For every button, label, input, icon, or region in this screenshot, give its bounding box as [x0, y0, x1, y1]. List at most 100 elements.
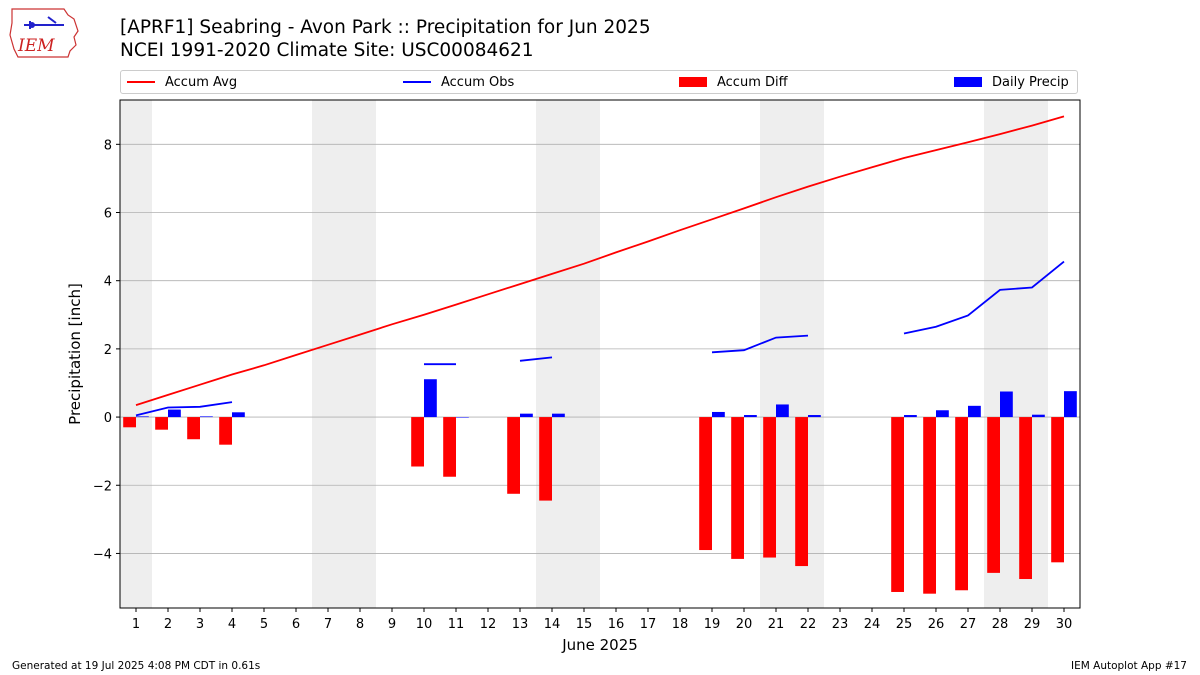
legend-label-accum-diff: Accum Diff: [717, 74, 788, 90]
legend-label-daily-precip: Daily Precip: [992, 74, 1069, 90]
x-tick-label: 28: [992, 617, 1009, 632]
x-tick-label: 13: [512, 617, 529, 632]
legend-item-accum-obs: Accum Obs: [403, 71, 514, 93]
accum-diff-bar: [507, 417, 520, 494]
accum-obs-line: [903, 260, 1065, 335]
legend-item-accum-diff: Accum Diff: [679, 71, 788, 93]
legend-swatch-accum-diff: [679, 77, 707, 87]
daily-precip-bar: [1000, 391, 1013, 418]
daily-precip-bar: [712, 411, 725, 418]
x-tick-label: 23: [832, 617, 849, 632]
iem-logo: IEM: [9, 8, 79, 58]
y-tick-label: −4: [93, 547, 112, 562]
legend-item-daily-precip: Daily Precip: [954, 71, 1069, 93]
daily-precip-bar: [168, 409, 181, 418]
daily-precip-bar: [456, 417, 469, 418]
y-tick-label: 4: [104, 275, 112, 290]
y-tick-label: 2: [104, 343, 112, 358]
x-tick-label: 18: [672, 617, 689, 632]
chart-legend: Accum Avg Accum Obs Accum Diff Daily Pre…: [120, 70, 1078, 94]
x-tick-label: 16: [608, 617, 625, 632]
accum-diff-bar: [955, 417, 968, 591]
daily-precip-bar: [1064, 391, 1077, 418]
x-tick-label: 20: [736, 617, 753, 632]
x-tick-label: 29: [1024, 617, 1041, 632]
daily-precip-bar: [776, 404, 789, 418]
accum-diff-bar: [443, 417, 456, 477]
daily-precip-bar: [520, 413, 533, 418]
accum-obs-line: [135, 401, 233, 417]
weekend-shade: [120, 100, 152, 608]
x-tick-label: 24: [864, 617, 881, 632]
x-tick-label: 22: [800, 617, 817, 632]
accum-diff-bar: [731, 417, 744, 559]
y-tick-label: −2: [93, 479, 112, 494]
footer-app: IEM Autoplot App #17: [1071, 660, 1187, 672]
legend-swatch-accum-avg: [127, 81, 155, 83]
daily-precip-bar: [1032, 414, 1045, 418]
accum-diff-bar: [1051, 417, 1064, 563]
accum-diff-bar: [699, 417, 712, 551]
y-axis-label: Precipitation [inch]: [66, 283, 84, 425]
footer-generated: Generated at 19 Jul 2025 4:08 PM CDT in …: [12, 660, 261, 672]
x-tick-label: 3: [196, 617, 204, 632]
legend-label-accum-obs: Accum Obs: [441, 74, 515, 90]
x-tick-label: 25: [896, 617, 913, 632]
legend-swatch-daily-precip: [954, 77, 982, 87]
accum-diff-bar: [987, 417, 1000, 573]
accum-diff-bar: [155, 417, 168, 430]
weekend-shade: [536, 100, 600, 608]
x-tick-label: 27: [960, 617, 977, 632]
daily-precip-bar: [424, 379, 437, 418]
x-tick-label: 30: [1056, 617, 1073, 632]
accum-obs-line: [519, 356, 553, 362]
plot-frame: [119, 99, 1081, 609]
accum-diff-bar: [411, 417, 424, 467]
y-tick-label: 0: [104, 411, 112, 426]
x-tick-label: 14: [544, 617, 561, 632]
accum-obs-line: [711, 334, 809, 354]
legend-item-accum-avg: Accum Avg: [127, 71, 237, 93]
x-tick-label: 10: [416, 617, 433, 632]
y-tick-label: 8: [104, 138, 112, 153]
accum-diff-bar: [923, 417, 936, 594]
chart-subtitle: NCEI 1991-2020 Climate Site: USC00084621: [120, 40, 534, 61]
x-tick-label: 9: [388, 617, 396, 632]
x-axis-label: June 2025: [561, 636, 638, 654]
accum-diff-bar: [187, 417, 200, 440]
accum-diff-bar: [795, 417, 808, 567]
x-tick-label: 12: [480, 617, 497, 632]
x-tick-label: 11: [448, 617, 465, 632]
x-tick-label: 26: [928, 617, 945, 632]
x-tick-label: 19: [704, 617, 721, 632]
accum-diff-bar: [763, 417, 776, 558]
daily-precip-bar: [808, 415, 821, 418]
legend-label-accum-avg: Accum Avg: [165, 74, 238, 90]
x-tick-label: 1: [132, 617, 140, 632]
daily-precip-bar: [936, 410, 949, 418]
daily-precip-bar: [232, 412, 245, 418]
daily-precip-bar: [744, 415, 757, 418]
daily-precip-bar: [968, 405, 981, 418]
accum-diff-bar: [123, 417, 136, 428]
x-tick-label: 2: [164, 617, 172, 632]
x-tick-label: 15: [576, 617, 593, 632]
logo-text: IEM: [17, 36, 55, 56]
daily-precip-bar: [904, 415, 917, 418]
x-tick-label: 7: [324, 617, 332, 632]
daily-precip-bar: [552, 413, 565, 418]
x-tick-label: 21: [768, 617, 785, 632]
x-tick-label: 6: [292, 617, 300, 632]
accum-diff-bar: [539, 417, 552, 501]
chart-title: [APRF1] Seabring - Avon Park :: Precipit…: [120, 17, 651, 38]
daily-precip-bar: [200, 416, 213, 418]
x-tick-label: 8: [356, 617, 364, 632]
accum-diff-bar: [1019, 417, 1032, 580]
daily-precip-bar: [136, 416, 149, 418]
y-tick-label: 6: [104, 207, 112, 222]
weekend-shade: [312, 100, 376, 608]
legend-swatch-accum-obs: [403, 81, 431, 83]
accum-diff-bar: [891, 417, 904, 592]
x-tick-label: 17: [640, 617, 657, 632]
